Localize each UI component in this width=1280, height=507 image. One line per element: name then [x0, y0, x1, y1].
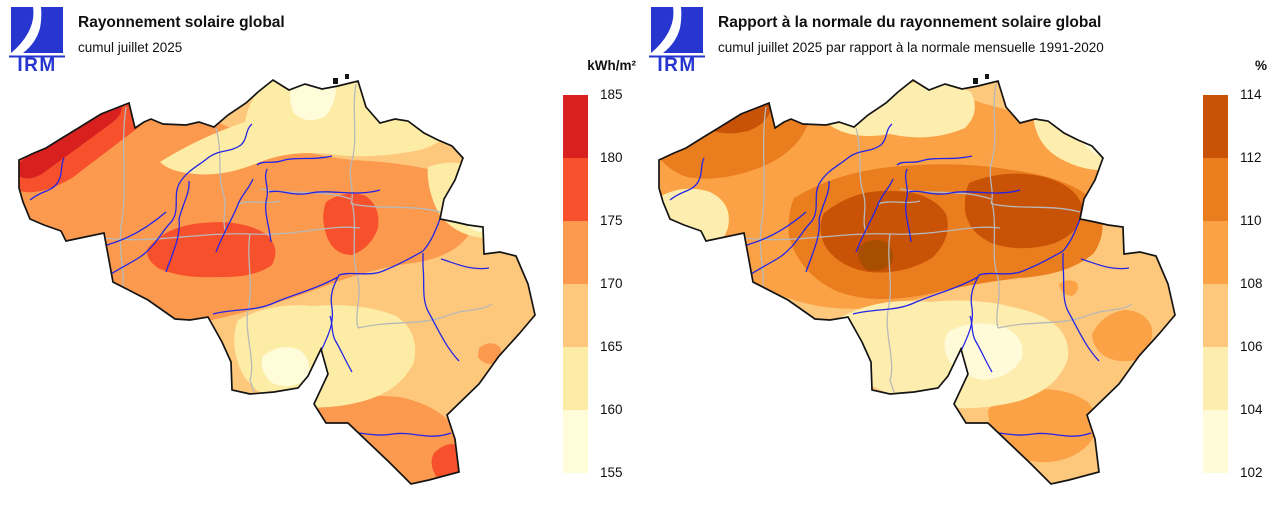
- right-title-block: Rapport à la normale du rayonnement sola…: [718, 14, 1104, 56]
- legend-swatch: [563, 284, 588, 347]
- legend-tick: 110: [1240, 213, 1262, 228]
- contour-band-104-106: [659, 188, 729, 258]
- contour-band-above-114: [857, 240, 894, 271]
- enclave-dots: [333, 74, 349, 84]
- legend-tick: 160: [600, 402, 623, 417]
- irm-logo-text: IRM: [657, 55, 696, 72]
- legend-swatch: [563, 221, 588, 284]
- legend-swatch: [1203, 221, 1228, 284]
- legend-swatch: [1203, 410, 1228, 473]
- legend-tick: 185: [600, 87, 623, 102]
- left-title-block: Rayonnement solaire global cumul juillet…: [78, 14, 285, 56]
- enclave-dots: [973, 74, 989, 84]
- irm-logo-shape-left: [651, 7, 674, 53]
- irm-logo-graphic: IRM: [9, 7, 65, 76]
- contour-band-175-180: [323, 193, 379, 255]
- legend-tick: 114: [1240, 87, 1262, 102]
- right-map-subtitle: cumul juillet 2025 par rapport à la norm…: [718, 40, 1104, 55]
- legend-tick: 165: [600, 339, 623, 354]
- irm-logo-shape-right: [23, 7, 63, 53]
- left-legend-bar: [563, 95, 588, 473]
- legend-swatch: [1203, 158, 1228, 221]
- belgium-maps-canvas: [18, 74, 1176, 485]
- legend-swatch: [1203, 347, 1228, 410]
- legend-swatch: [1203, 284, 1228, 347]
- legend-swatch: [563, 410, 588, 473]
- left-map-subtitle: cumul juillet 2025: [78, 40, 183, 55]
- contour-band-108-110: [1092, 310, 1153, 362]
- contour-band-108-110: [968, 453, 1033, 484]
- contour-band-104-106: [817, 81, 975, 138]
- irm-logo: IRM: [648, 6, 706, 76]
- contour-band-175-180: [147, 222, 276, 278]
- legend-swatch: [563, 158, 588, 221]
- legend-tick: 180: [600, 150, 623, 165]
- right-legend-bar: [1203, 95, 1228, 473]
- contour-band-155-160: [261, 347, 310, 387]
- irm-logo: IRM: [8, 6, 66, 76]
- legend-tick: 112: [1240, 150, 1262, 165]
- legend-tick: 106: [1240, 339, 1263, 354]
- left-map-title: Rayonnement solaire global: [78, 14, 285, 31]
- legend-tick: 108: [1240, 276, 1263, 291]
- legend-swatch: [1203, 95, 1228, 158]
- right-map: [658, 74, 1176, 485]
- contour-band-170-175: [478, 343, 502, 365]
- irm-logo-graphic: IRM: [649, 7, 705, 76]
- legend-tick: 175: [600, 213, 623, 228]
- left-map: [18, 74, 536, 485]
- contour-band-112-114: [820, 190, 948, 273]
- legend-tick: 155: [600, 465, 623, 480]
- right-legend-unit: %: [1254, 58, 1267, 73]
- legend-tick: 104: [1240, 402, 1263, 417]
- left-legend-unit: kWh/m²: [587, 58, 636, 73]
- contour-band-180-185: [19, 99, 122, 179]
- right-map-title: Rapport à la normale du rayonnement sola…: [718, 14, 1102, 31]
- legend-tick: 102: [1240, 465, 1263, 480]
- irm-logo-text: IRM: [17, 55, 56, 72]
- legend-swatch: [563, 95, 588, 158]
- contour-band-108-110: [988, 389, 1097, 463]
- irm-logo-shape-left: [11, 7, 34, 53]
- legend-tick: 170: [600, 276, 623, 291]
- irm-logo-shape-right: [663, 7, 703, 53]
- legend-swatch: [563, 347, 588, 410]
